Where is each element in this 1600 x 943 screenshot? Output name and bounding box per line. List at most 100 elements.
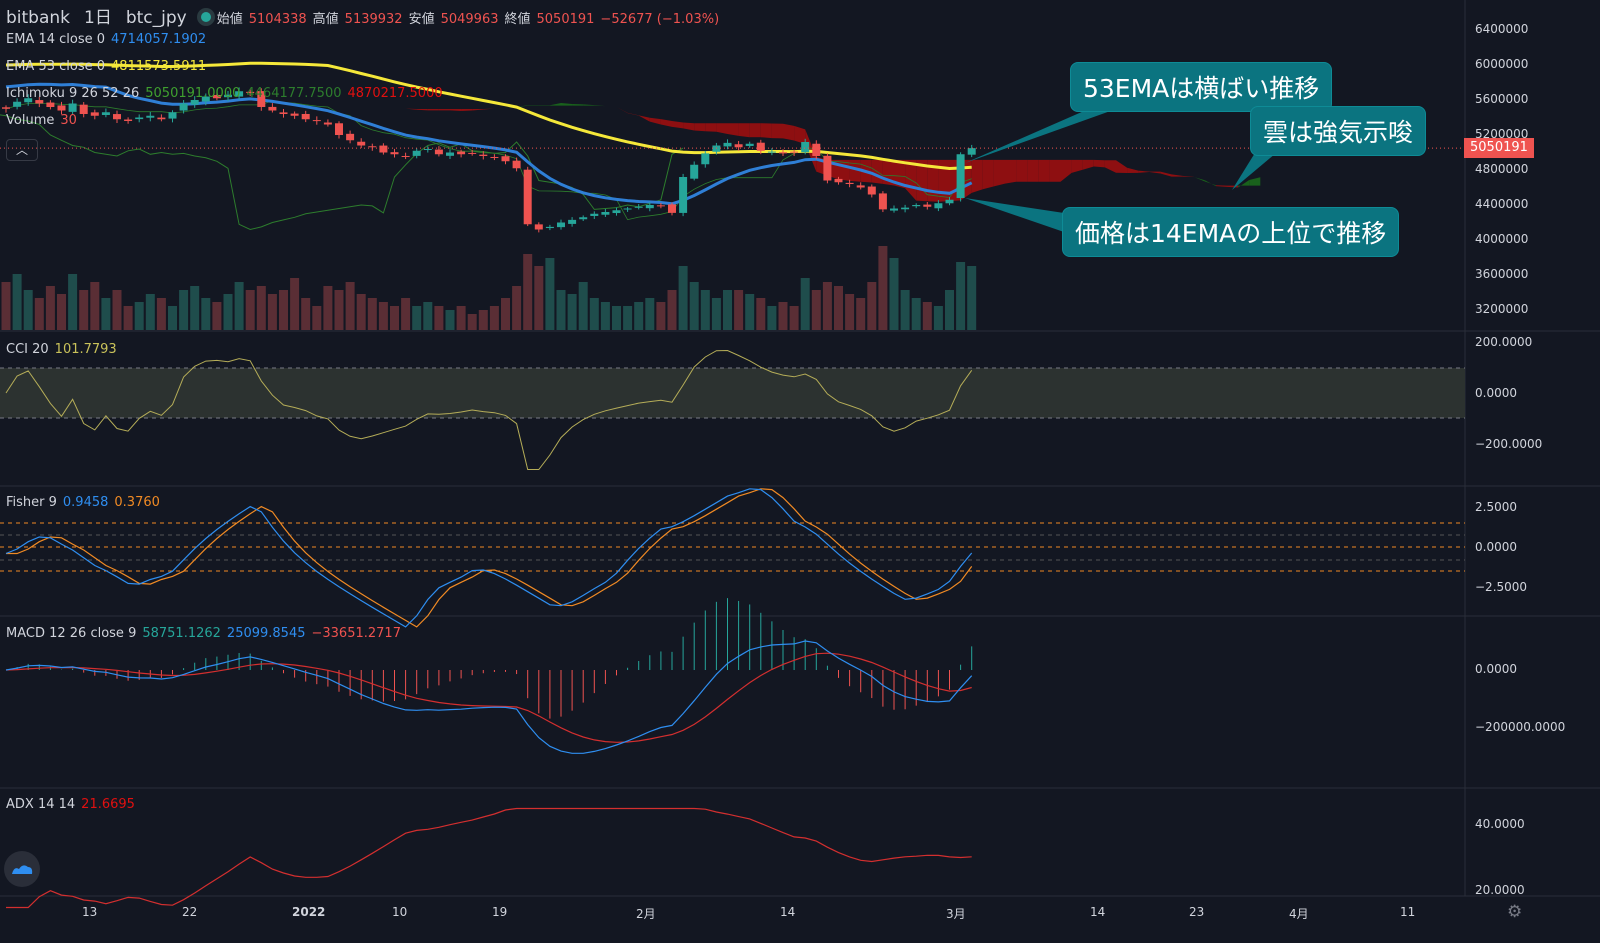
candle-body [201,96,210,102]
candle [290,111,299,119]
candle-body [712,145,721,152]
candle-body [90,112,99,116]
candle [57,101,66,115]
candle-body [279,112,288,114]
annotation-pointer [965,198,1064,232]
candle-body [68,103,77,112]
tradingview-logo-icon[interactable] [4,851,40,887]
candle-body [945,199,954,204]
candle [767,148,776,156]
volume-bar [889,258,899,330]
candle-body [923,204,932,207]
ichimoku-cloud-segment [1016,159,1028,182]
candle [124,117,133,124]
ichimoku-cloud-segment [605,106,617,108]
annotation-53ema[interactable]: 53EMAは横ばい推移 [1070,62,1333,112]
annotation-price-above-14ema[interactable]: 価格は14EMAの上位で推移 [1062,207,1400,257]
volume-bar [589,298,599,330]
ichimoku-cloud-segment [1060,159,1072,182]
volume-bar [1,282,11,330]
candle-body [756,142,765,151]
symbol-name[interactable]: btc_jpy [125,8,187,28]
legend-adx[interactable]: ADX 14 14 21.6695 [6,797,141,812]
legend-volume[interactable]: Volume 30 [6,113,83,128]
ichimoku-cloud-segment [1204,180,1216,187]
candle-body [623,208,632,210]
ichimoku-cloud-segment [1193,176,1205,182]
ichimoku-cloud-segment [583,104,595,106]
candle-body [24,98,33,103]
annotation-cloud[interactable]: 雲は強気示唆 [1250,106,1427,156]
settings-gear-icon[interactable]: ⚙ [1507,902,1523,922]
candle-body [501,156,510,162]
candle [323,119,332,127]
ichimoku-cloud-segment [483,108,495,110]
candle [501,154,510,165]
candle-body [656,205,665,207]
volume-bar [778,302,788,330]
volume-bar [156,298,166,330]
ichimoku-cloud-segment [1238,179,1250,188]
legend-fisher[interactable]: Fisher 9 0.9458 0.3760 [6,495,166,510]
candle [668,202,676,216]
volume-bar [434,306,444,330]
legend-value: 58751.1262 [142,626,221,641]
candle-body [235,91,244,97]
price-axis-label: 3200000 [1475,302,1529,316]
collapse-legend-button[interactable]: ︿ [6,139,38,161]
volume-bar [445,310,455,330]
candle-body [268,106,277,111]
volume-bar [123,306,133,330]
ichimoku-cloud-segment [438,109,450,111]
legend-value: 4811573.5911 [111,59,207,74]
candle [856,182,865,190]
legend-ema14[interactable]: EMA 14 close 0 4714057.1902 [6,32,212,47]
candle [157,114,166,122]
volume-bar [667,290,677,330]
candle [634,204,643,210]
volume-bar [856,298,866,330]
symbol-header: bitbank 1日 btc_jpy 始値 5104338 高値 5139932 安値 5049… [6,3,731,28]
legend-ichimoku[interactable]: Ichimoku 9 26 52 26 5050191.0000 4464177.7… [6,86,449,101]
candle-body [568,219,577,224]
candle [967,144,976,158]
volume-bar [256,286,266,330]
candle [401,152,410,160]
ichimoku-cloud-segment [461,109,473,111]
candle [412,148,421,159]
volume-bar [34,298,44,330]
legend-macd[interactable]: MACD 12 26 close 9 58751.1262 25099.8545 −3… [6,626,407,641]
volume-bar [290,278,300,330]
candle-body [934,203,943,209]
candle [890,205,898,213]
interval[interactable]: 1日 [84,8,112,28]
ichimoku-cloud-segment [1005,159,1017,184]
volume-bar [489,306,499,330]
candle-body [135,117,144,120]
volume-bar [545,258,555,330]
candle [734,140,743,151]
fisher-trigger-line [6,488,973,628]
ichimoku-cloud-segment [727,123,739,136]
candle-body [390,152,399,155]
candle [468,149,477,156]
ichimoku-cloud-segment [627,112,639,116]
ichimoku-cloud-segment [1027,159,1039,182]
ichimoku-cloud-segment [971,159,983,193]
ichimoku-cloud-segment [1171,174,1183,177]
legend-ema53[interactable]: EMA 53 close 0 4811573.5911 [6,59,212,74]
candle [268,103,277,113]
candle-body [446,152,454,156]
candle-body [867,186,876,195]
ichimoku-cloud-segment [794,125,806,145]
ichimoku-cloud-segment [427,109,439,111]
candle-body [767,151,776,153]
volume-bar [168,306,177,330]
candle-body [146,115,155,118]
candle [113,110,121,123]
candle [224,90,232,102]
price-axis-label: 3600000 [1475,267,1529,281]
ichimoku-cloud-segment [594,105,606,107]
legend-cci[interactable]: CCI 20 101.7793 [6,342,123,357]
